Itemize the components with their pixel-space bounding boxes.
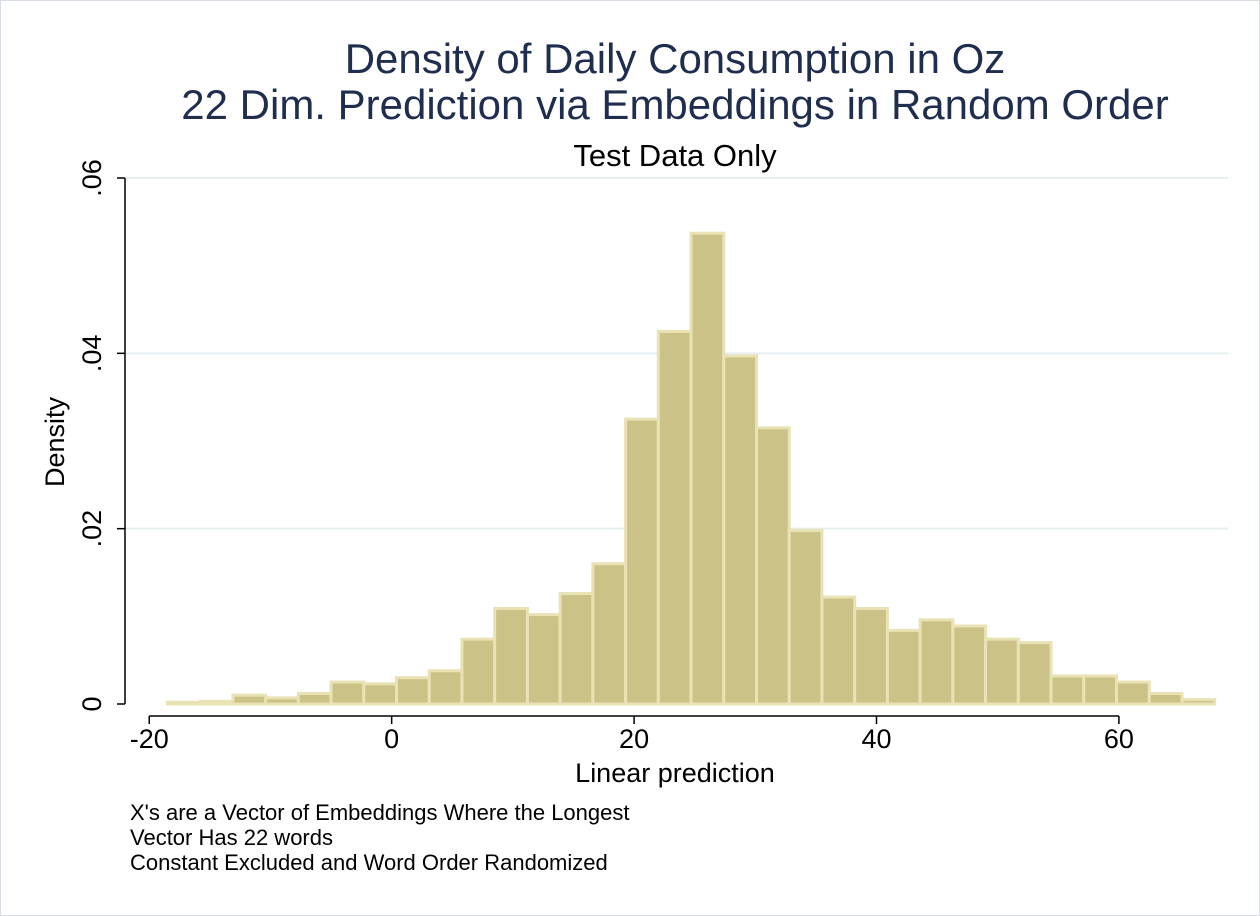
x-axis-label: Linear prediction [575,758,775,788]
x-tick-label: 40 [861,724,891,754]
y-tick-label: 0 [77,696,107,711]
histogram-bar [722,354,758,706]
histogram-bar [624,417,660,706]
x-tick-label: -20 [130,724,169,754]
y-tick-label: .06 [77,159,107,197]
x-axis-ticks: -20 0 20 40 60 [130,716,1134,754]
histogram-bar [689,231,726,706]
histogram-bar [296,691,333,706]
histogram-bar [984,637,1020,706]
x-tick-label: 20 [619,724,649,754]
histogram-bar [918,618,955,706]
y-axis-ticks: 0 .02 .04 .06 [77,159,125,712]
histogram-bar [853,606,889,706]
histogram-bar [1049,674,1086,706]
histogram-bar [656,329,693,706]
histogram-bar [754,426,791,706]
note-line: X's are a Vector of Embeddings Where the… [130,800,630,825]
histogram-bar [1082,674,1118,706]
histogram-bar [165,700,202,706]
histogram-bar [1147,691,1184,706]
histogram-bar [1180,698,1217,706]
histogram-bar [264,696,300,706]
histogram-bar [591,562,628,706]
chart-subtitle: Test Data Only [573,138,777,173]
x-tick-label: 60 [1104,724,1134,754]
chart-title: Density of Daily Consumption in Oz [344,35,1006,82]
histogram-bar [198,699,235,706]
histogram-bar [493,606,529,706]
note-line: Constant Excluded and Word Order Randomi… [130,850,608,875]
histogram-bar [362,682,399,706]
y-tick-label: .04 [77,335,107,373]
chart-notes: X's are a Vector of Embeddings Where the… [130,800,630,875]
histogram-bar [231,693,268,706]
histogram-bar [329,680,366,706]
histogram-bar [460,637,497,706]
histogram-bar [427,669,464,706]
histogram-bar [820,595,857,706]
histogram-bar [787,528,824,706]
y-axis-label: Density [40,396,70,487]
histogram-bar [395,676,431,706]
histogram-bar [558,592,595,706]
x-tick-label: 0 [384,724,399,754]
note-line: Vector Has 22 words [130,825,333,850]
histogram-bar [1016,641,1053,706]
y-tick-label: .02 [77,510,107,548]
histogram-bar [951,624,988,706]
histogram-bar [885,628,922,706]
histogram-bar [525,613,562,706]
histogram-bars [165,231,1217,706]
histogram-bar [1114,680,1151,706]
chart-title-line2: 22 Dim. Prediction via Embeddings in Ran… [181,81,1169,128]
